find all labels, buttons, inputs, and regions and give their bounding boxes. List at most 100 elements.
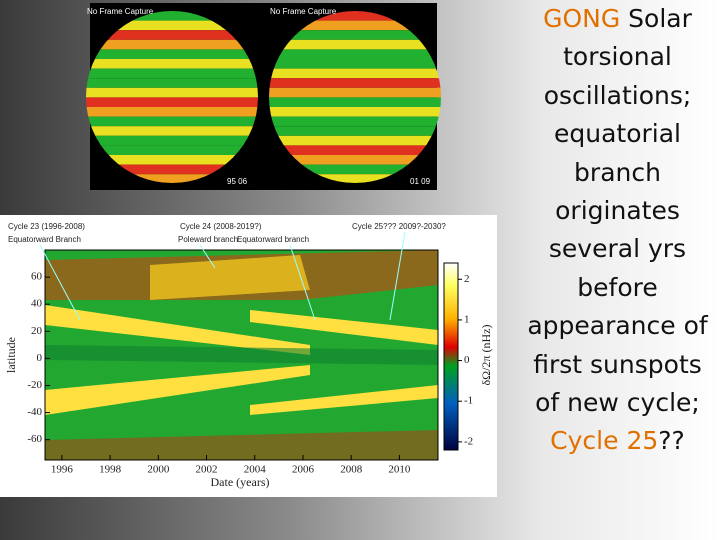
sun-band <box>86 11 258 21</box>
sun-date: 01 09 <box>410 177 431 186</box>
sun-band <box>86 126 258 136</box>
sun-band <box>269 116 441 127</box>
sun-band <box>86 107 258 117</box>
colorbar-tick-label: -1 <box>464 395 473 407</box>
sun-band <box>86 87 258 98</box>
sun-band <box>269 135 441 146</box>
text-line: torsional <box>505 38 720 76</box>
sun-band <box>269 30 441 40</box>
y-tick-label: -40 <box>27 406 42 418</box>
sun-band <box>86 145 258 155</box>
sun-band <box>269 59 441 69</box>
sun-band <box>86 155 258 165</box>
text-line: before <box>505 269 720 307</box>
text-line: several yrs <box>505 230 720 268</box>
annotation: Equatorward branch <box>237 235 309 244</box>
annotation: Poleward branch <box>178 235 238 244</box>
sun-band <box>269 107 441 117</box>
sun-band <box>86 116 258 127</box>
text-segment: GONG <box>543 4 621 33</box>
sun-band <box>86 59 258 69</box>
sun-band <box>86 97 258 107</box>
sun-band <box>269 97 441 107</box>
y-tick-label: 60 <box>31 271 43 283</box>
x-axis-label: Date (years) <box>211 475 270 489</box>
sun-caption: No Frame Capture <box>270 7 337 16</box>
plot-frame <box>44 249 439 461</box>
colorbar-label: δΩ/2π (nHz) <box>479 325 493 386</box>
text-segment: originates <box>555 196 680 226</box>
x-tick-label: 1998 <box>99 464 122 476</box>
sun-band <box>269 155 441 165</box>
text-segment: Cycle 25 <box>550 426 659 456</box>
annotation: Equatorward Branch <box>8 235 81 244</box>
y-axis-label: latitude <box>4 337 18 373</box>
text-segment: Solar <box>620 4 692 33</box>
x-tick-label: 2004 <box>244 464 267 476</box>
x-tick-label: 1996 <box>51 464 74 476</box>
text-segment: branch <box>574 157 661 187</box>
torsional-map <box>45 250 438 460</box>
text-line: equatorial <box>505 115 720 153</box>
x-tick-label: 2006 <box>292 464 315 476</box>
leader-lines <box>39 231 406 321</box>
text-line: first sunspots <box>505 346 720 384</box>
sun-band <box>269 11 441 21</box>
text-segment: of new cycle; <box>535 388 700 418</box>
x-tick-label: 2008 <box>340 464 363 476</box>
sun-band <box>86 135 258 146</box>
sun-band <box>269 174 441 183</box>
text-segment: ?? <box>658 426 685 456</box>
annotation: Cycle 23 (1996-2008) <box>8 222 85 231</box>
sun-band <box>269 78 441 88</box>
sun-band <box>86 78 258 88</box>
y-tick-label: 0 <box>37 352 43 364</box>
text-line: branch <box>505 154 720 192</box>
colorbar-tick-label: 0 <box>464 354 470 366</box>
text-line: oscillations; <box>505 77 720 115</box>
sun-band <box>86 30 258 40</box>
text-segment: torsional <box>563 42 672 72</box>
annotation: Cycle 25??? 2009?-2030? <box>352 222 446 231</box>
sun-caption: No Frame Capture <box>87 7 154 16</box>
text-segment: equatorial <box>553 119 681 149</box>
sun-band <box>86 39 258 50</box>
sun-band <box>269 39 441 50</box>
y-tick-label: 40 <box>31 298 43 310</box>
sun-disk <box>269 11 441 183</box>
text-segment: first sunspots <box>533 349 702 379</box>
y-tick-label: 20 <box>31 325 43 337</box>
sun-band <box>86 174 258 183</box>
sun-band <box>269 126 441 136</box>
sun-band <box>86 68 258 79</box>
text-segment: several yrs <box>548 234 687 264</box>
text-line: appearance of <box>505 307 720 345</box>
x-tick-label: 2000 <box>147 464 170 476</box>
y-tick-label: -60 <box>27 433 42 445</box>
colorbar-tick-label: -2 <box>464 435 473 447</box>
colorbar <box>443 262 459 451</box>
text-segment: appearance of <box>527 311 708 341</box>
colorbar-tick-label: 1 <box>464 313 470 325</box>
sun-band <box>86 49 258 59</box>
x-tick-label: 2010 <box>388 464 411 476</box>
sun-band <box>86 20 258 31</box>
text-line: of new cycle; <box>505 384 720 422</box>
y-tick-label: -20 <box>27 379 42 391</box>
slide-text: GONG Solar torsional oscillations; equatori… <box>505 0 720 461</box>
text-segment: before <box>577 272 658 302</box>
sun-band <box>86 164 258 175</box>
sun-band <box>269 145 441 155</box>
sun-band <box>269 164 441 175</box>
sun-band <box>269 87 441 98</box>
text-line: GONG Solar <box>505 0 720 38</box>
sun-band <box>269 68 441 79</box>
sun-disk <box>86 11 258 183</box>
text-line: originates <box>505 192 720 230</box>
colorbar-tick-label: 2 <box>464 273 470 285</box>
sun-band <box>269 20 441 31</box>
sun-date: 95 06 <box>227 177 248 186</box>
sun-band <box>269 49 441 59</box>
